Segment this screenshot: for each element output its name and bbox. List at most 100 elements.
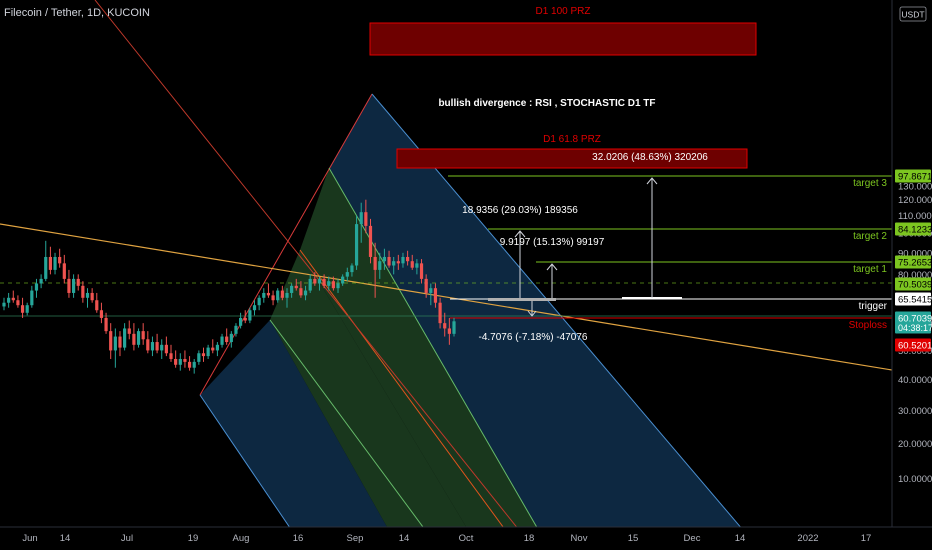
- candle-body: [99, 310, 104, 318]
- candle-body: [90, 292, 94, 301]
- measure-sl-label: -4.7076 (-7.18%) -47076: [479, 332, 588, 343]
- time-tick-label: 14: [60, 533, 71, 544]
- price-tag: [895, 222, 931, 236]
- candle-body: [257, 297, 261, 306]
- candle-body: [187, 361, 192, 368]
- price-tick-label: 110.0000: [898, 211, 932, 222]
- candle-body: [378, 261, 382, 270]
- candle-body: [211, 347, 215, 351]
- time-tick-label: Dec: [684, 533, 701, 544]
- candle-body: [415, 263, 419, 268]
- candle-body: [308, 278, 312, 291]
- currency-button[interactable]: USDT: [899, 6, 927, 22]
- time-tick-label: Aug: [233, 533, 250, 544]
- candle-body: [25, 305, 29, 313]
- candle-body: [294, 285, 298, 289]
- pitchfork-inner-upper-band: [300, 168, 537, 527]
- price-tick-label: 20.0000: [898, 439, 932, 450]
- candlestick-series: [2, 199, 456, 374]
- candle-body: [350, 265, 354, 273]
- measure-arrows: [514, 177, 658, 317]
- candle-body: [76, 278, 80, 286]
- candle-body: [220, 336, 224, 345]
- candle-body: [11, 297, 15, 301]
- candle-body: [141, 331, 145, 340]
- price-tag-label: 60.7039: [898, 313, 932, 324]
- price-tick-label: 80.0000: [898, 270, 932, 281]
- candle-body: [410, 261, 414, 268]
- candle-body: [206, 347, 210, 357]
- candle-body: [104, 317, 108, 332]
- candle-body: [424, 278, 428, 293]
- zone-d1-618-label: D1 61.8 PRZ: [543, 134, 601, 145]
- candle-body: [58, 256, 62, 264]
- candle-body: [419, 263, 424, 279]
- candle-body: [34, 283, 39, 291]
- candle-body: [20, 305, 25, 313]
- symbol-title: Filecoin / Tether, 1D, KUCOIN: [4, 7, 150, 19]
- candle-body: [317, 278, 322, 284]
- time-tick-label: Sep: [347, 533, 364, 544]
- time-axis-ticks: Jun 14 Jul 19 Aug 16 Sep 14 Oct 18 Nov 15 Dec 14 2022 1…: [22, 533, 871, 544]
- candle-body: [345, 272, 349, 277]
- price-tag: [895, 311, 931, 334]
- price-tag-label: 60.5201: [898, 340, 932, 351]
- price-tag-label: 75.2653: [898, 257, 932, 268]
- candle-body: [215, 344, 220, 351]
- pitchfork-median-line: [299, 249, 504, 527]
- pitchfork-lower-line: [199, 394, 291, 527]
- pitchfork-inner-lower-line: [269, 319, 424, 527]
- candle-body: [322, 278, 326, 286]
- time-tick-label: Nov: [571, 533, 588, 544]
- candle-body: [396, 261, 400, 264]
- price-tag-label: 70.5039: [898, 279, 932, 290]
- candle-body: [447, 328, 451, 334]
- candle-body: [285, 292, 289, 298]
- candle-body: [178, 358, 182, 365]
- candle-body: [136, 331, 141, 345]
- measure-t3-label: 32.0206 (48.63%) 320206: [592, 152, 708, 163]
- candle-body: [48, 256, 52, 270]
- time-tick-label: 17: [861, 533, 872, 544]
- candle-body: [67, 278, 71, 293]
- candle-body: [429, 288, 433, 293]
- candle-body: [16, 300, 20, 306]
- candle-body: [262, 292, 266, 298]
- candle-body: [238, 317, 243, 326]
- candle-body: [62, 263, 66, 279]
- candle-body: [443, 323, 447, 329]
- price-tag: [895, 277, 931, 291]
- level-label: target 3: [853, 178, 887, 189]
- level-label: Stoploss: [849, 320, 887, 331]
- time-tick-label: 19: [188, 533, 199, 544]
- countdown-label: 04:38:17: [898, 323, 932, 333]
- zone-d1-100-prz: [369, 22, 757, 56]
- candle-body: [132, 333, 136, 345]
- candle-body: [387, 256, 391, 266]
- candle-body: [95, 300, 99, 311]
- candle-body: [359, 212, 363, 225]
- candle-body: [271, 295, 275, 301]
- candle-body: [39, 278, 43, 284]
- time-tick-label: Oct: [459, 533, 474, 544]
- time-tick-label: 14: [399, 533, 410, 544]
- price-tick-label: 10.0000: [898, 474, 932, 485]
- time-tick-label: 16: [293, 533, 304, 544]
- candle-body: [174, 358, 178, 365]
- candle-body: [183, 358, 187, 362]
- candle-body: [303, 290, 308, 296]
- svg-text:USDT: USDT: [901, 10, 924, 20]
- candle-body: [373, 256, 377, 270]
- candle-body: [313, 278, 317, 284]
- candle-body: [248, 310, 252, 321]
- candle-body: [71, 278, 76, 293]
- candle-body: [109, 331, 113, 351]
- time-tick-label: Jun: [22, 533, 37, 544]
- candle-body: [113, 336, 117, 351]
- candle-body: [53, 256, 57, 270]
- price-tag-label: 65.5415: [898, 294, 932, 305]
- candle-body: [266, 292, 271, 296]
- candle-body: [243, 317, 247, 321]
- candle-body: [2, 302, 6, 307]
